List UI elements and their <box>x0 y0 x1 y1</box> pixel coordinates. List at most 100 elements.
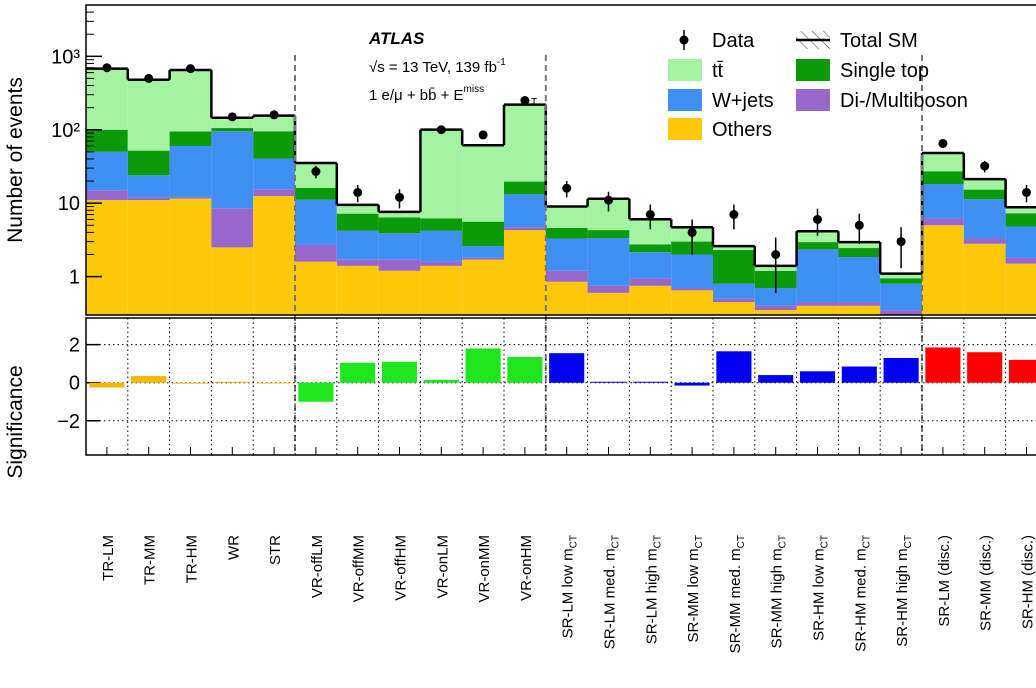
channel-sub: T <box>531 97 537 108</box>
bar-segment <box>504 104 546 182</box>
bar-segment <box>713 246 755 251</box>
data-point <box>604 195 613 205</box>
bar-segment <box>838 248 881 257</box>
bar-segment <box>378 211 421 218</box>
bar-segment <box>295 261 337 315</box>
x-tick-label-text: SR-MM (disc.) <box>978 535 995 631</box>
bar-segment <box>169 198 212 315</box>
bar-segment <box>86 129 128 152</box>
bar-segment <box>838 242 881 249</box>
bar-segment <box>671 287 713 291</box>
bar-segment <box>754 310 797 315</box>
x-tick-label: TR-HM <box>184 535 201 583</box>
data-point <box>645 210 655 220</box>
x-tick-label-sub: CT <box>861 535 872 548</box>
bar-segment <box>629 278 672 286</box>
bar-segment <box>1005 207 1036 214</box>
data-point <box>227 112 237 122</box>
legend-label: Others <box>712 119 772 141</box>
bar-segment <box>420 129 463 219</box>
x-tick-label: SR-LM (disc.) <box>936 535 953 627</box>
data-point <box>353 187 363 197</box>
data-point <box>269 110 279 120</box>
x-tick-label: WR <box>225 535 242 560</box>
bar-segment <box>1005 263 1036 315</box>
significance-bar <box>925 347 961 383</box>
bar-segment <box>754 305 797 311</box>
legend-swatch <box>796 89 830 111</box>
y-tick-label: 10² <box>51 120 80 142</box>
x-tick-label-text: VR-onHM <box>518 535 535 601</box>
x-tick-label-sub: CT <box>569 535 580 548</box>
significance-bar <box>256 382 292 384</box>
bar-segment <box>796 302 839 306</box>
data-point <box>687 227 697 237</box>
bar-segment <box>880 310 922 315</box>
bar-segment <box>211 117 254 129</box>
bar-segment <box>86 190 128 201</box>
bar-segment <box>253 158 295 190</box>
x-tick-label: SR-HM low mCT <box>811 535 831 641</box>
data-point <box>436 125 446 135</box>
bar-segment <box>922 218 964 226</box>
x-tick-label-text: WR <box>225 535 242 560</box>
bar-segment <box>754 287 797 306</box>
y2-tick-label: 0 <box>69 373 80 395</box>
bar-segment <box>211 247 254 315</box>
ratio-frame <box>85 317 1036 456</box>
bar-segment <box>295 187 337 200</box>
bar-segment <box>169 131 212 147</box>
bar-segment <box>86 200 128 315</box>
x-tick-label: VR-offMM <box>351 535 368 602</box>
significance-bar <box>1008 359 1036 383</box>
x-tick-label: VR-onHM <box>518 535 535 601</box>
bar-segment <box>545 227 588 239</box>
bar-segment <box>462 257 504 260</box>
y-tick-label: 10³ <box>51 46 80 68</box>
channel-text: 1 e/μ + bb̄ + E <box>369 87 464 104</box>
y2-axis-title: Significance <box>4 365 27 478</box>
x-tick-label: STR <box>267 535 284 565</box>
bar-segment <box>796 249 839 303</box>
legend-swatch <box>668 59 702 81</box>
y-tick-label: 10 <box>58 193 80 215</box>
x-tick-label-sub: CT <box>652 535 663 548</box>
x-tick-label-text: VR-offMM <box>351 535 368 602</box>
bar-segment <box>336 265 379 315</box>
x-tick-label-text: SR-LM (disc.) <box>936 535 953 627</box>
significance-bar <box>507 357 543 383</box>
bar-segment <box>336 259 379 266</box>
bar-segment <box>127 200 170 315</box>
x-tick-label: VR-onMM <box>476 535 493 603</box>
significance-bar <box>799 371 836 383</box>
energy-text: √s = 13 TeV, 139 fb <box>369 59 497 76</box>
bar-segment <box>922 171 964 185</box>
y-axis-title: Number of events <box>4 77 27 243</box>
plot-frame <box>85 4 1036 316</box>
experiment-label: ATLAS <box>368 29 425 48</box>
bar-segment <box>127 175 170 198</box>
bar-segment <box>587 292 630 315</box>
x-tick-label: SR-HM (disc.) <box>1020 535 1036 629</box>
x-tick-label-text: SR-LM med. m <box>602 548 619 649</box>
bar-segment <box>671 290 713 315</box>
significance-bar <box>381 361 418 383</box>
data-point <box>1022 187 1031 197</box>
data-point <box>395 192 404 202</box>
x-tick-label: SR-LM high mCT <box>643 535 663 644</box>
x-tick-label-text: VR-offLM <box>309 535 326 598</box>
bar-segment <box>838 305 881 315</box>
x-tick-label: TR-MM <box>142 535 159 585</box>
legend-marker <box>679 35 689 45</box>
bar-segment <box>504 230 546 315</box>
x-tick-label-text: SR-HM low m <box>811 548 828 641</box>
bar-segment <box>796 242 839 250</box>
bar-segment <box>504 227 546 231</box>
x-tick-label-text: STR <box>267 535 284 565</box>
data-point <box>186 64 195 74</box>
bar-segment <box>713 298 755 303</box>
bar-segment <box>504 194 546 228</box>
bar-segment <box>127 197 170 201</box>
significance-bar <box>298 382 334 402</box>
x-tick-label-text: VR-onLM <box>434 535 451 598</box>
